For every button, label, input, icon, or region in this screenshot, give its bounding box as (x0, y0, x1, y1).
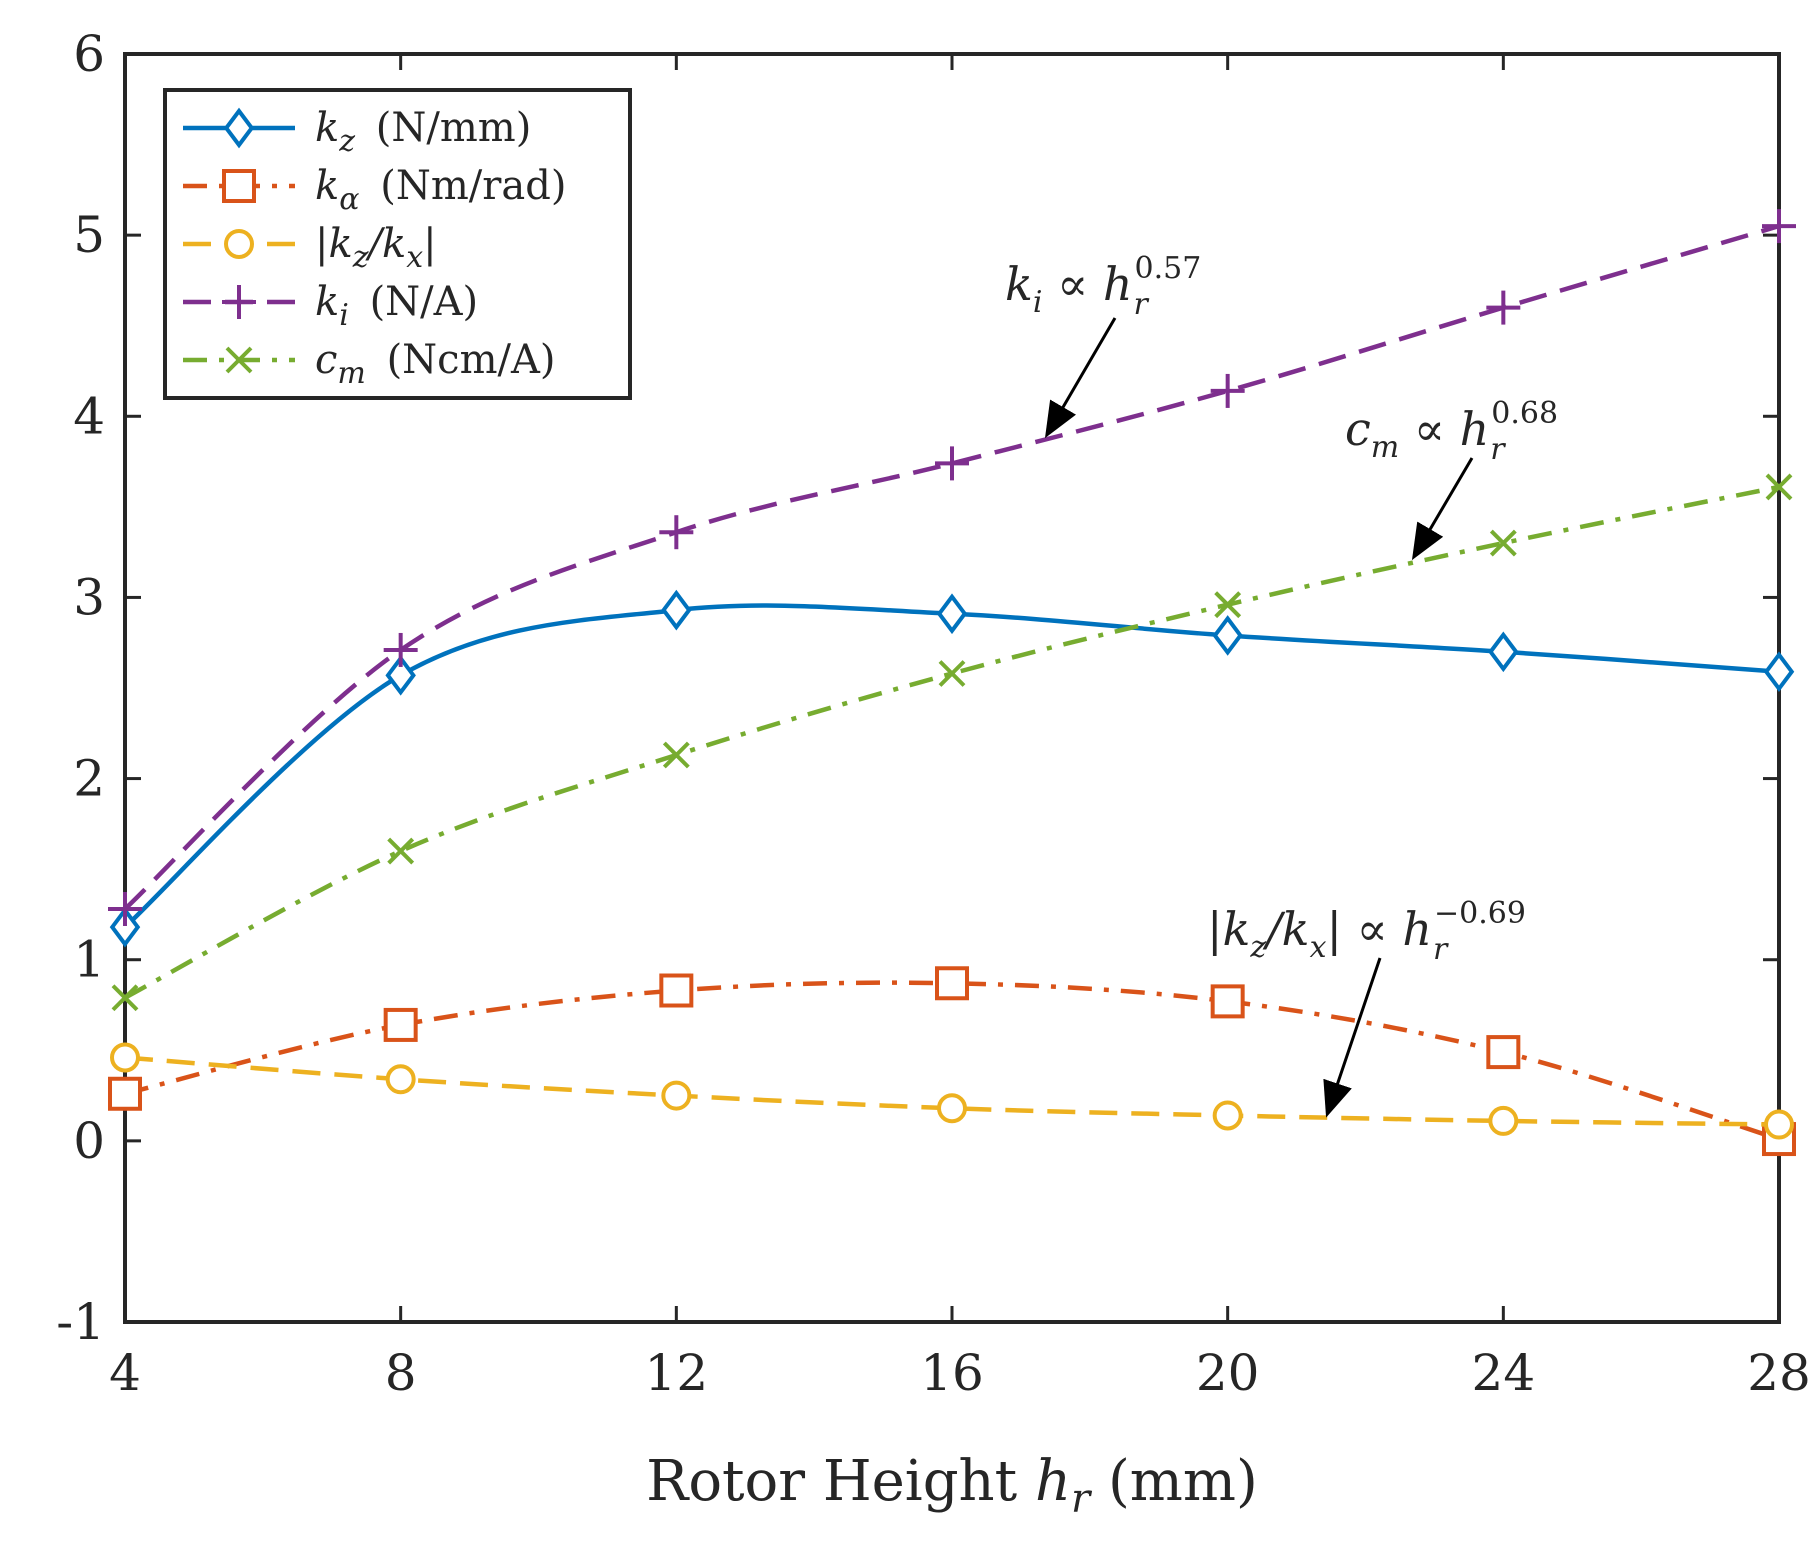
data-point-ki (659, 515, 694, 550)
data-point-cm-b (1765, 473, 1793, 501)
y-tick-label: 5 (73, 206, 105, 264)
y-tick-label: 0 (73, 1112, 105, 1170)
series-cm (111, 473, 1793, 1012)
data-point-kzkx (1764, 1109, 1794, 1140)
data-point-kz (1763, 651, 1795, 693)
legend: kz (N/mm)kα (Nm/rad)|kz/kx|ki (N/A)cm (N… (163, 88, 632, 400)
annotation-text: cm ∝ h0.68 (1345, 396, 1558, 465)
data-point-kz (385, 654, 416, 696)
legend-entry-ka: kα (Nm/rad) (183, 163, 566, 217)
legend-label: cm (Ncm/A) (315, 337, 555, 391)
data-point-cm (1489, 529, 1517, 557)
x-tick-label: 12 (645, 1344, 709, 1402)
legend-marker (222, 169, 256, 203)
annotation-text: ki ∝ h0.57 (1005, 251, 1201, 320)
annotation-arrow (1044, 317, 1117, 439)
data-point-cm (1214, 591, 1242, 619)
data-point-kz (661, 589, 692, 631)
series-kzkx (110, 1042, 1794, 1140)
data-point-kz (1212, 615, 1243, 656)
x-tick-label: 4 (109, 1344, 141, 1402)
data-point-ka (1210, 984, 1245, 1019)
y-tick-label: -1 (56, 1293, 105, 1351)
series-kz (109, 589, 1795, 948)
data-point-cm-b (111, 984, 139, 1012)
data-point-cm (1765, 473, 1793, 501)
data-point-kz (936, 593, 968, 635)
data-point-kzkx (937, 1093, 967, 1124)
annotation-sub: r (1134, 287, 1150, 322)
legend-label: ki (N/A) (315, 279, 478, 333)
x-tick-label: 16 (920, 1344, 984, 1402)
x-tick-label: 20 (1196, 1344, 1260, 1402)
data-point-ki (108, 891, 142, 926)
legend-marker (224, 229, 254, 259)
legend-marker-b (225, 346, 253, 374)
y-tick-label: 4 (73, 387, 105, 445)
data-point-kz (1488, 631, 1519, 673)
annotation-ann-kzkx: |kz/kx| ∝ h−0.69r (1207, 896, 1526, 1118)
data-point-kzkx (110, 1042, 140, 1073)
data-point-cm (111, 984, 139, 1012)
series-ki (108, 209, 1796, 926)
x-tick-label: 24 (1472, 1344, 1536, 1402)
data-point-ki (383, 632, 418, 667)
data-point-ka (935, 966, 969, 1001)
data-point-cm-b (662, 741, 690, 769)
legend-marker (222, 285, 256, 319)
data-point-cm-b (1489, 529, 1517, 557)
data-point-kzkx (385, 1064, 416, 1095)
data-point-cm (387, 837, 415, 865)
legend-entry-ki: ki (N/A) (183, 279, 478, 333)
legend-label: kα (Nm/rad) (315, 163, 566, 217)
annotation-ann-cm: cm ∝ h0.68r (1345, 396, 1558, 561)
data-point-ka (383, 1007, 418, 1042)
annotation-text: |kz/kx| ∝ h−0.69 (1207, 896, 1526, 965)
legend-label: kz (N/mm) (315, 105, 531, 159)
data-point-kz (109, 906, 141, 948)
data-point-cm-b (387, 837, 415, 865)
data-point-cm (938, 660, 966, 687)
data-point-ki (1486, 290, 1521, 325)
x-tick-label: 28 (1747, 1344, 1811, 1402)
y-tick-label: 1 (73, 931, 105, 989)
data-point-cm (662, 741, 690, 769)
data-point-ka (659, 973, 694, 1008)
legend-entry-cm: cm (Ncm/A) (183, 337, 555, 391)
data-point-ki (935, 446, 969, 481)
annotation-sub: r (1433, 932, 1449, 967)
data-point-cm-b (1214, 591, 1242, 619)
data-point-ki (1210, 373, 1245, 408)
legend-entry-kzkx: |kz/kx| (183, 221, 437, 275)
series-group (108, 209, 1796, 1157)
data-point-ka (108, 1076, 142, 1111)
y-tick-label: 6 (73, 25, 105, 83)
annotation-sub: r (1490, 432, 1506, 467)
y-tick-label: 3 (73, 568, 105, 626)
annotation-arrow (1323, 957, 1382, 1118)
annotation-arrow (1411, 457, 1474, 561)
data-point-kzkx (1212, 1100, 1243, 1131)
data-point-kzkx (1488, 1105, 1519, 1136)
x-axis-label: Rotor Height hr (mm) (646, 1449, 1258, 1522)
data-point-cm-b (938, 660, 966, 687)
annotation-ann-ki: ki ∝ h0.57r (1005, 251, 1201, 439)
data-point-ki (1762, 209, 1796, 244)
legend-entry-kz: kz (N/mm) (183, 105, 531, 159)
series-ka (108, 966, 1796, 1157)
legend-label: |kz/kx| (315, 221, 437, 275)
legend-marker (225, 346, 253, 374)
x-tick-label: 8 (385, 1344, 417, 1402)
data-point-kzkx (661, 1080, 692, 1111)
data-point-ka (1486, 1035, 1521, 1070)
y-tick-label: 2 (73, 750, 105, 808)
legend-marker (223, 107, 255, 149)
